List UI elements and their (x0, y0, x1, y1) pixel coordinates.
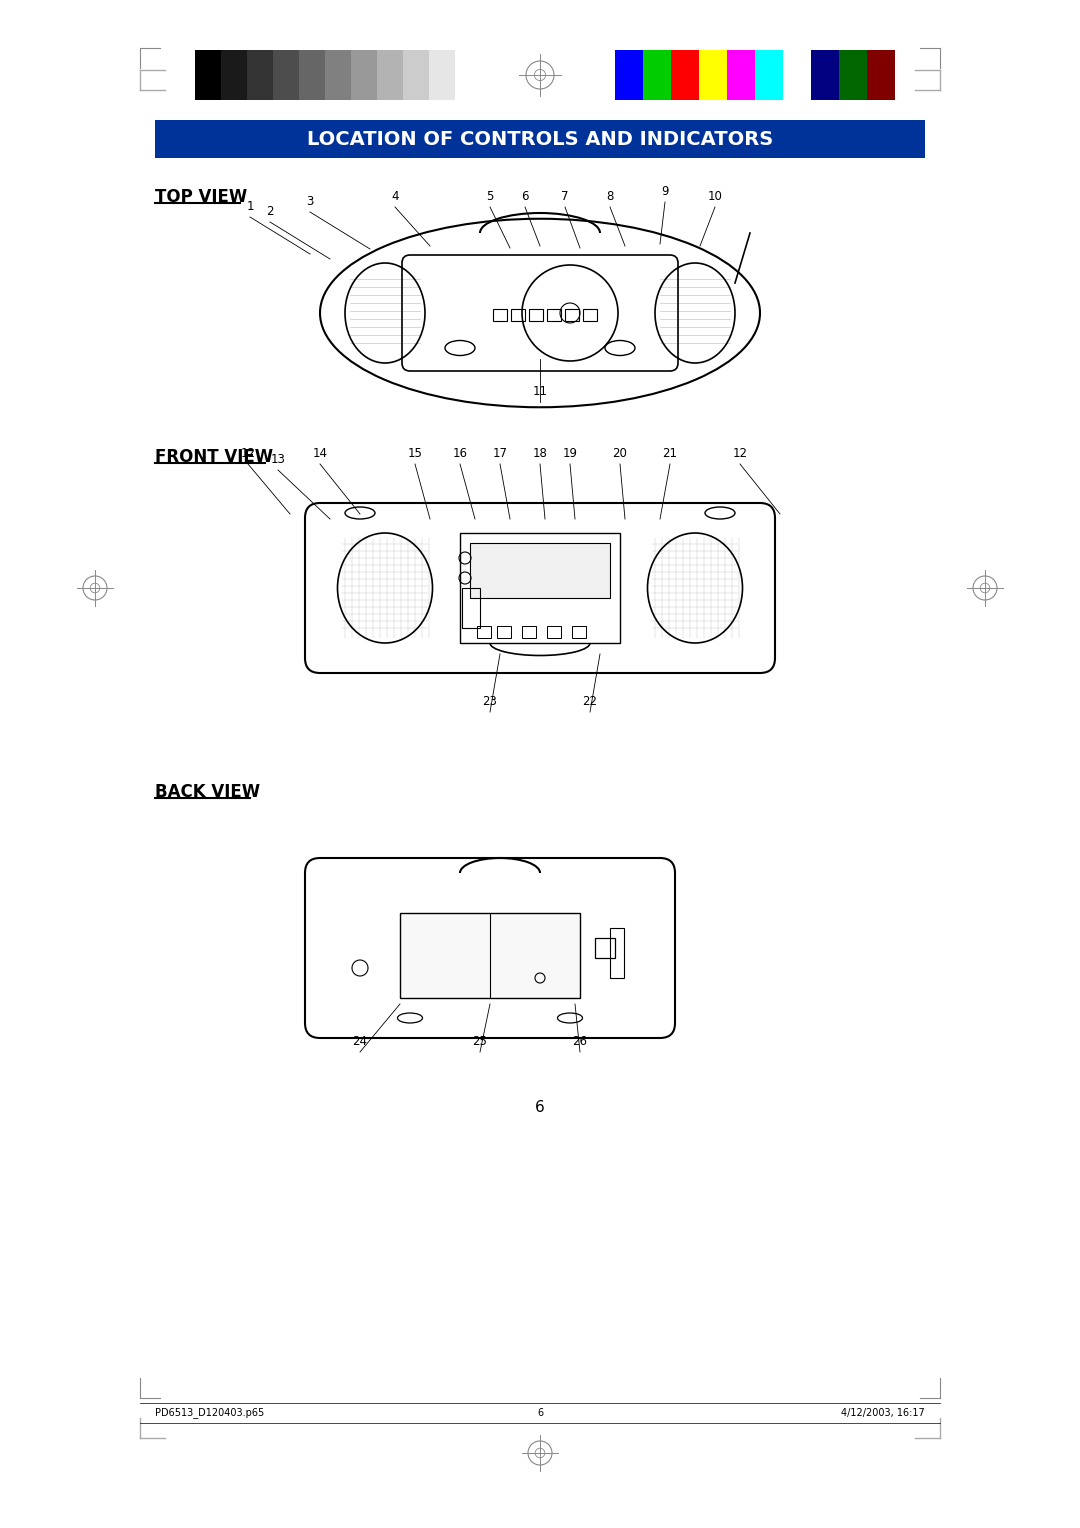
Bar (273, 50, 299, 99)
Text: 19: 19 (563, 448, 578, 460)
Text: 15: 15 (407, 448, 422, 460)
Bar (643, 50, 671, 99)
Bar (727, 50, 755, 99)
Text: 14: 14 (312, 448, 327, 460)
Text: 9: 9 (661, 185, 669, 199)
Bar (583, 309, 597, 321)
Text: 12: 12 (241, 448, 256, 460)
Text: 23: 23 (483, 695, 498, 707)
Text: 2: 2 (267, 205, 273, 219)
Text: 8: 8 (606, 189, 613, 203)
Text: 1: 1 (246, 200, 254, 212)
Text: PD6513_D120403.p65: PD6513_D120403.p65 (156, 1407, 265, 1418)
Bar (529, 309, 543, 321)
Bar (671, 50, 699, 99)
Text: 13: 13 (271, 452, 285, 466)
Text: 4/12/2003, 16:17: 4/12/2003, 16:17 (841, 1407, 924, 1418)
Bar (477, 626, 491, 639)
Bar (156, 121, 924, 157)
Bar (511, 309, 525, 321)
Text: 24: 24 (352, 1034, 367, 1048)
Bar (811, 50, 839, 99)
Bar (839, 50, 867, 99)
Bar (195, 50, 221, 99)
Bar (497, 626, 511, 639)
Bar (867, 50, 895, 99)
Text: FRONT VIEW: FRONT VIEW (156, 448, 273, 466)
Text: 22: 22 (582, 695, 597, 707)
Text: 4: 4 (391, 189, 399, 203)
Text: 6: 6 (535, 1100, 545, 1115)
Text: 10: 10 (707, 189, 723, 203)
Bar (325, 50, 351, 99)
Text: 5: 5 (486, 189, 494, 203)
Bar (546, 626, 561, 639)
Bar (565, 309, 579, 321)
Text: TOP VIEW: TOP VIEW (156, 188, 247, 206)
Text: 12: 12 (732, 448, 747, 460)
Text: 16: 16 (453, 448, 468, 460)
Bar (462, 588, 480, 628)
Bar (460, 533, 620, 643)
Bar (377, 50, 403, 99)
Bar (699, 50, 727, 99)
Bar (470, 542, 610, 597)
Bar (755, 50, 783, 99)
Text: 21: 21 (662, 448, 677, 460)
Text: 25: 25 (473, 1034, 487, 1048)
Bar (299, 50, 325, 99)
Bar (546, 309, 561, 321)
Text: 7: 7 (562, 189, 569, 203)
Text: LOCATION OF CONTROLS AND INDICATORS: LOCATION OF CONTROLS AND INDICATORS (307, 130, 773, 148)
Bar (351, 50, 377, 99)
Text: 6: 6 (537, 1407, 543, 1418)
Text: 3: 3 (307, 196, 313, 208)
Text: 18: 18 (532, 448, 548, 460)
Bar (455, 50, 481, 99)
Text: 20: 20 (612, 448, 627, 460)
Bar (403, 50, 429, 99)
Text: 26: 26 (572, 1034, 588, 1048)
Text: BACK VIEW: BACK VIEW (156, 782, 260, 801)
Bar (595, 938, 615, 958)
Bar (221, 50, 247, 99)
Bar (492, 309, 507, 321)
Bar (400, 914, 580, 998)
Bar (572, 626, 586, 639)
Bar (783, 50, 811, 99)
Bar (615, 50, 643, 99)
Text: 11: 11 (532, 385, 548, 397)
Bar (610, 927, 624, 978)
Bar (429, 50, 455, 99)
Bar (522, 626, 536, 639)
Text: 6: 6 (522, 189, 529, 203)
Text: 17: 17 (492, 448, 508, 460)
Bar (247, 50, 273, 99)
